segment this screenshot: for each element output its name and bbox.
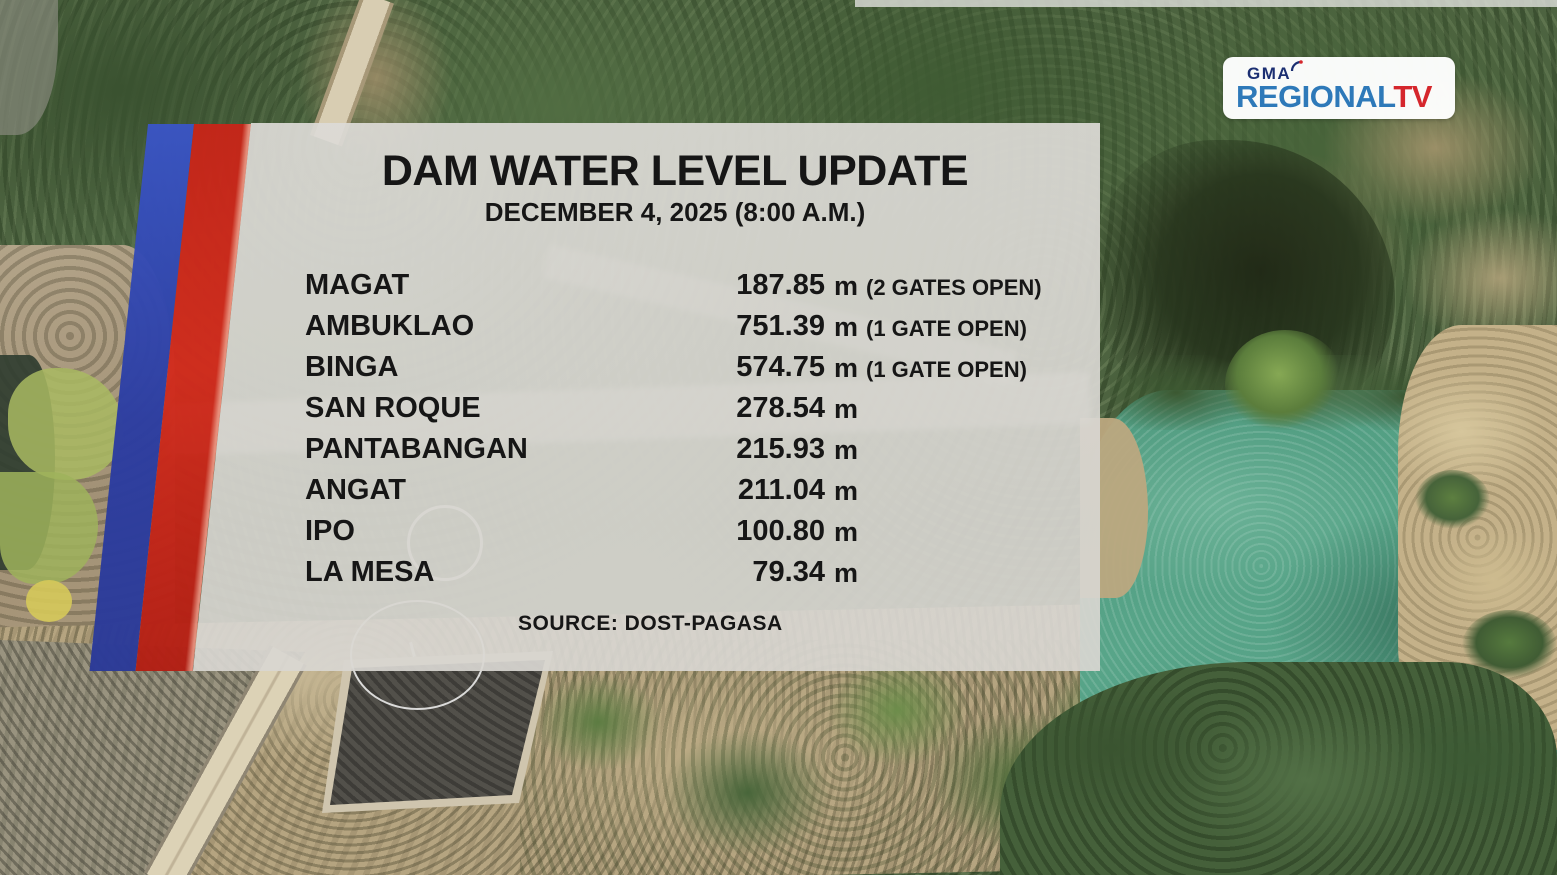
gate-status: (2 GATES OPEN) [866,275,1042,300]
table-row: ANGAT 211.04 m [250,468,1100,509]
table-row: BINGA 574.75 m (1 GATE OPEN) [250,345,1100,386]
source-attribution: SOURCE: DOST-PAGASA [518,612,783,635]
dam-name: LA MESA [305,556,435,588]
regionaltv-wordmark: REGIONALTV [1236,79,1432,115]
dam-name: MAGAT [305,269,410,301]
dam-name: PANTABANGAN [305,433,528,465]
dam-name: ANGAT [305,474,406,506]
satellite-swoosh-icon [1290,60,1303,72]
dam-water-level-table: DAM WATER LEVEL UPDATE DECEMBER 4, 2025 … [250,123,1100,671]
dam-unit: m [834,435,859,465]
dam-name: SAN ROQUE [305,392,481,424]
dam-level: 100.80 [736,515,825,547]
dam-level: 215.93 [736,433,825,465]
table-row: SAN ROQUE 278.54 m [250,386,1100,427]
regional-text: REGIONAL [1236,79,1394,114]
dam-unit: m [834,517,859,547]
dam-unit: m [834,271,859,301]
table-row: MAGAT 187.85 m (2 GATES OPEN) [250,263,1100,304]
dam-name: IPO [305,515,355,547]
dam-name: AMBUKLAO [305,310,475,342]
dam-unit: m [834,558,859,588]
photo-top-light-band [855,0,1557,7]
page-title: DAM WATER LEVEL UPDATE [381,147,969,195]
dam-rows: MAGAT 187.85 m (2 GATES OPEN) AMBUKLAO 7… [250,263,1100,593]
dam-level: 278.54 [736,392,825,424]
dam-level: 79.34 [752,556,825,588]
gma-regionaltv-logo: GMA REGIONALTV [1223,57,1455,119]
gate-status: (1 GATE OPEN) [866,316,1027,341]
dam-level: 187.85 [736,269,825,301]
dam-unit: m [834,312,859,342]
table-row: IPO 100.80 m [250,509,1100,550]
dam-unit: m [834,394,859,424]
dam-level: 211.04 [737,474,825,506]
report-datetime: DECEMBER 4, 2025 (8:00 A.M.) [484,197,866,227]
table-row: PANTABANGAN 215.93 m [250,427,1100,468]
photo-bush [1415,470,1490,532]
photo-bush [1225,330,1345,440]
dam-level: 574.75 [736,351,825,383]
photo-forest-bottomright [1000,662,1557,875]
tv-text: TV [1393,79,1432,114]
photo-algae-patch [8,368,123,480]
table-row: LA MESA 79.34 m [250,550,1100,591]
gma-wordmark: GMA [1247,64,1292,83]
gate-status: (1 GATE OPEN) [866,357,1027,382]
table-row: AMBUKLAO 751.39 m (1 GATE OPEN) [250,304,1100,345]
photo-yellow-patch [26,580,72,622]
photo-algae-patch [0,472,98,584]
dam-unit: m [834,476,859,506]
dam-unit: m [834,353,859,383]
dam-name: BINGA [305,351,399,383]
dam-level: 751.39 [736,310,825,342]
